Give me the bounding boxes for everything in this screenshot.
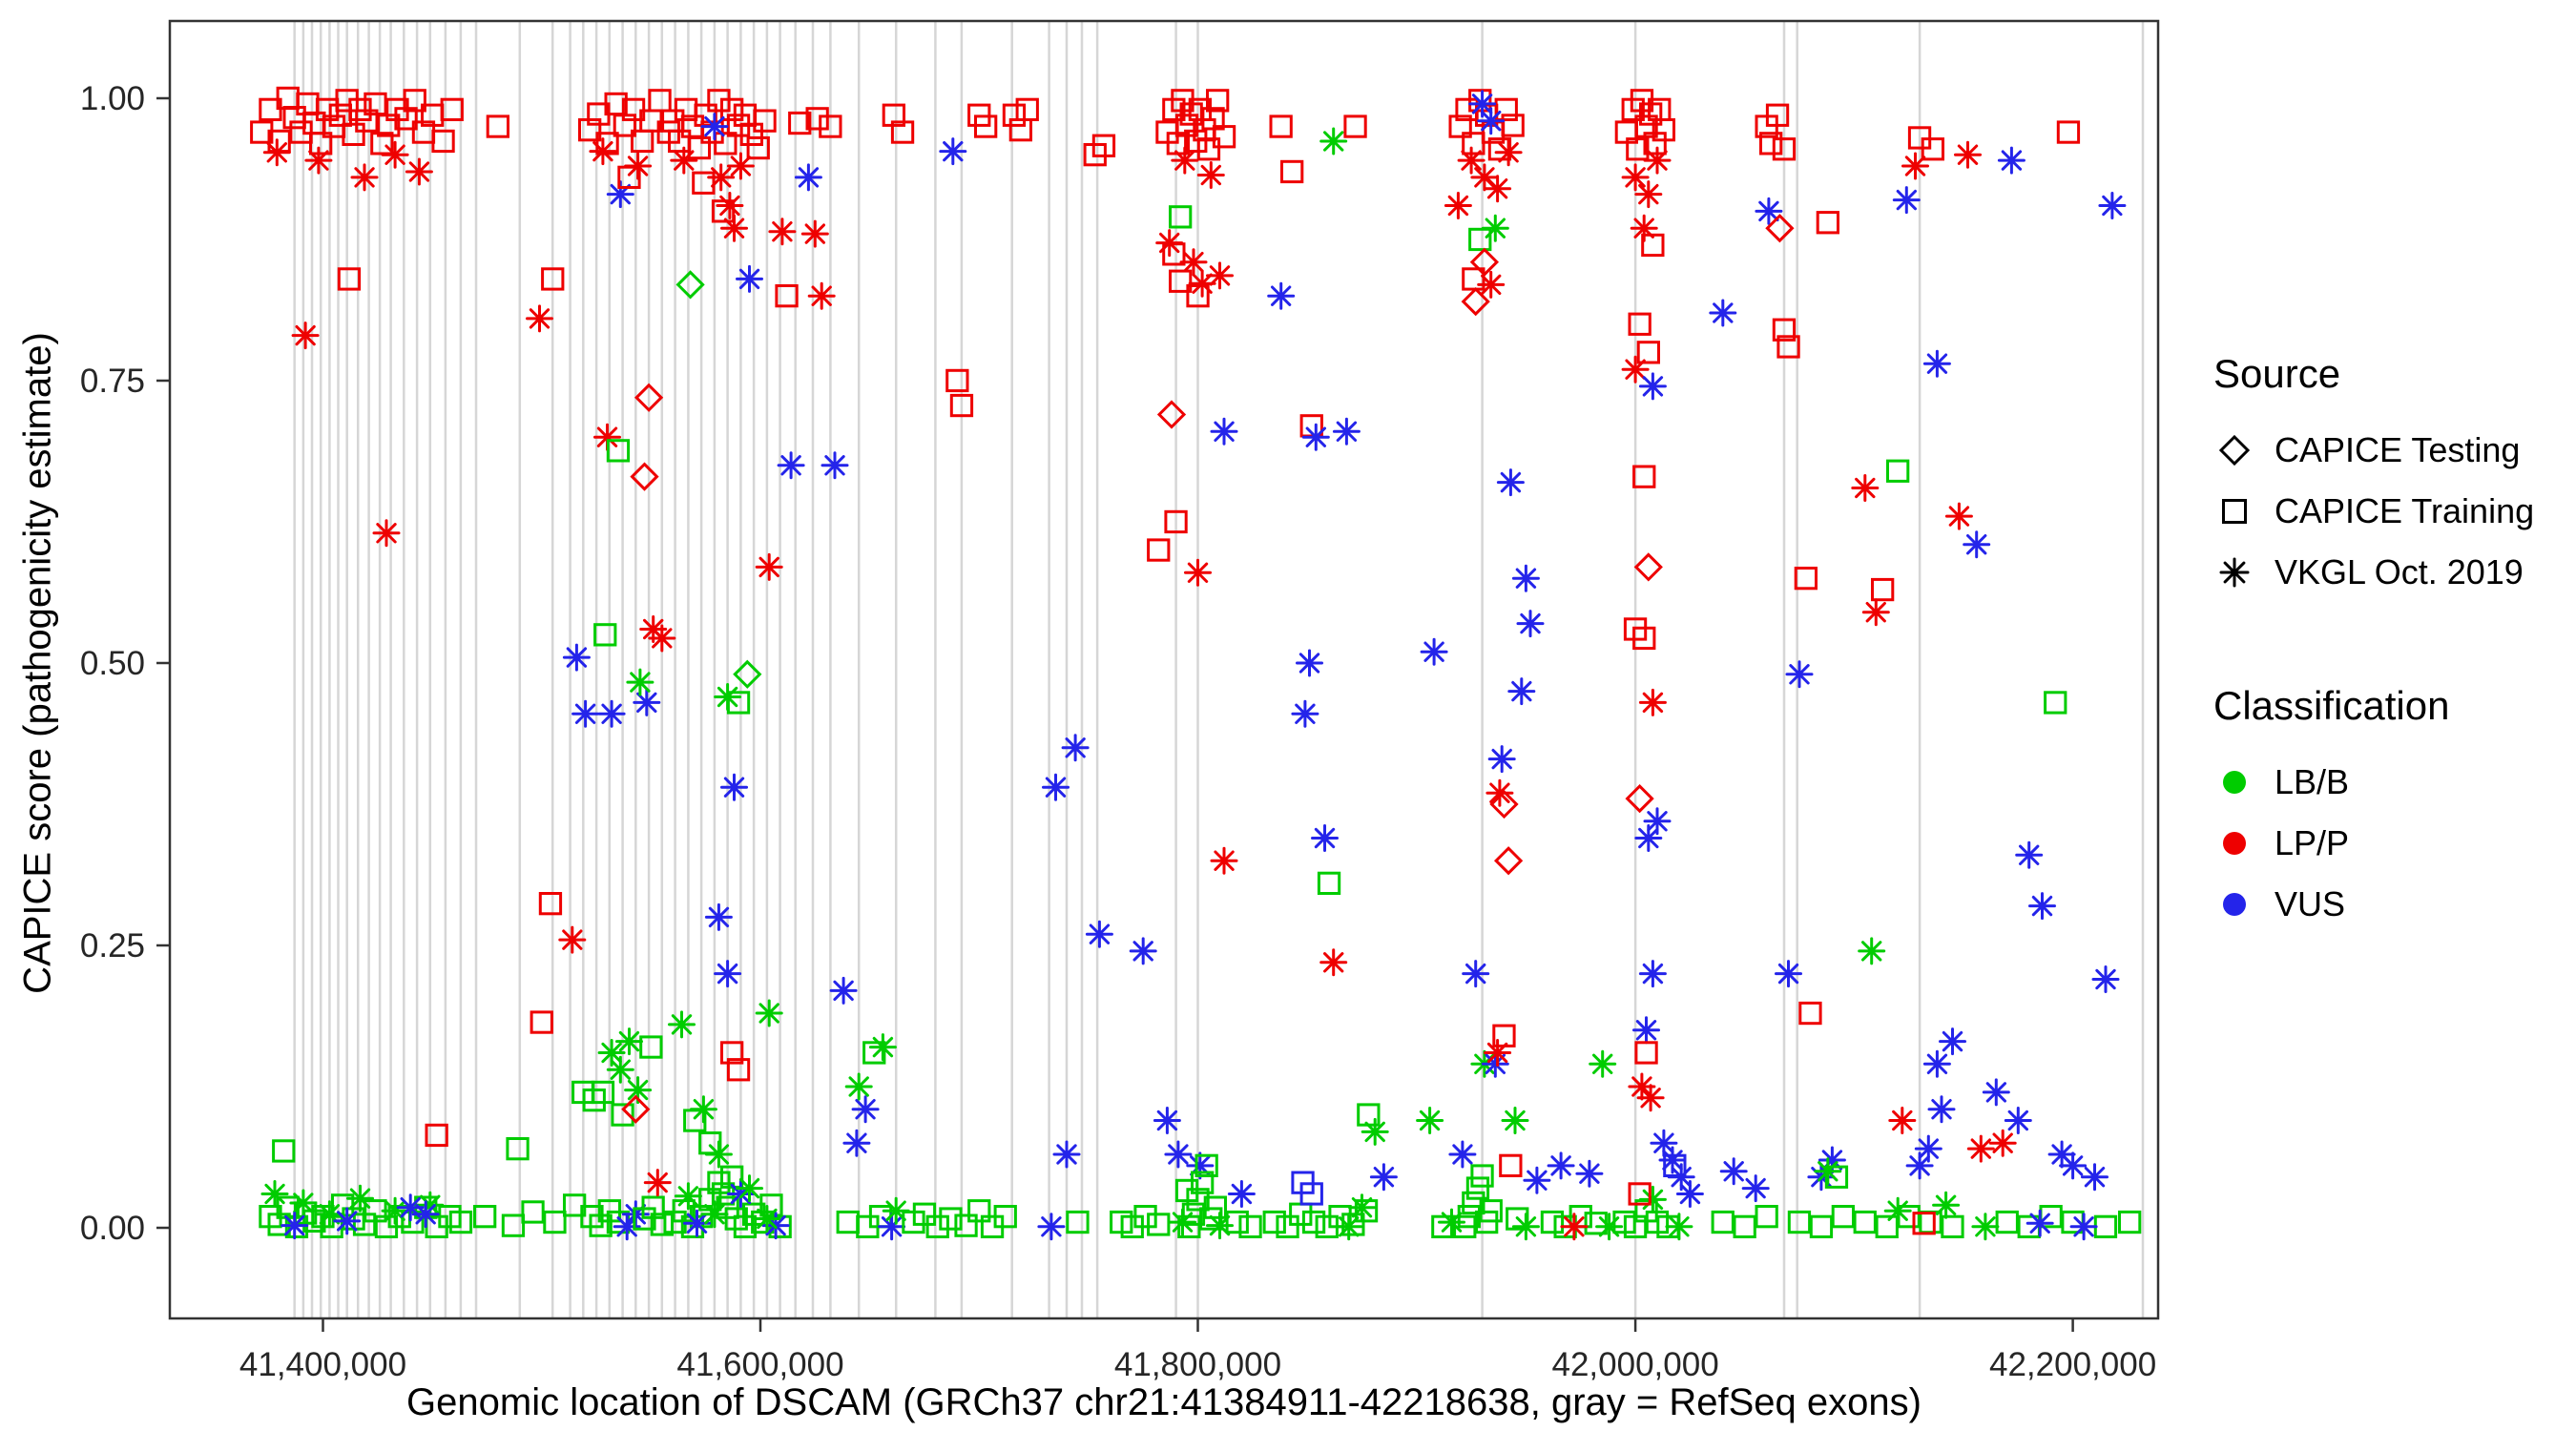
legend-item-vkgl: VKGL Oct. 2019 [2213, 542, 2566, 603]
legend-item-capice-testing: CAPICE Testing [2213, 420, 2566, 481]
legend: Source CAPICE Testing CAPICE Training VK… [2213, 351, 2566, 935]
legend-group-source: Source CAPICE Testing CAPICE Training VK… [2213, 351, 2566, 603]
svg-text:42,200,000: 42,200,000 [1989, 1346, 2156, 1383]
legend-label-vus: VUS [2275, 884, 2346, 923]
legend-classification-title: Classification [2213, 683, 2450, 728]
svg-text:41,400,000: 41,400,000 [239, 1346, 406, 1383]
svg-text:0.00: 0.00 [80, 1210, 145, 1247]
legend-label-lbb: LB/B [2275, 762, 2350, 801]
legend-item-capice-training: CAPICE Training [2213, 481, 2566, 542]
vus-color-dot-icon [2213, 883, 2255, 925]
legend-label-capice-testing: CAPICE Testing [2275, 430, 2521, 469]
legend-label-vkgl: VKGL Oct. 2019 [2275, 552, 2524, 591]
svg-text:0.50: 0.50 [80, 645, 145, 682]
svg-text:41,600,000: 41,600,000 [676, 1346, 843, 1383]
legend-item-lbb: LB/B [2213, 752, 2566, 813]
legend-item-vus: VUS [2213, 874, 2566, 935]
svg-text:0.75: 0.75 [80, 363, 145, 400]
svg-text:1.00: 1.00 [80, 80, 145, 117]
x-axis-title: Genomic location of DSCAM (GRCh37 chr21:… [406, 1381, 1922, 1423]
legend-source-title: Source [2213, 351, 2341, 396]
lpp-color-dot-icon [2213, 822, 2255, 864]
lbb-color-dot-icon [2213, 761, 2255, 803]
asterisk-icon [2213, 551, 2255, 593]
legend-label-capice-training: CAPICE Training [2275, 491, 2535, 530]
legend-item-lpp: LP/P [2213, 813, 2566, 874]
square-icon [2213, 490, 2255, 532]
svg-text:0.25: 0.25 [80, 927, 145, 964]
legend-label-lpp: LP/P [2275, 823, 2350, 862]
svg-text:42,000,000: 42,000,000 [1552, 1346, 1719, 1383]
y-axis-title: CAPICE score (pathogenicity estimate) [16, 332, 59, 994]
diamond-icon [2213, 429, 2255, 471]
svg-text:41,800,000: 41,800,000 [1114, 1346, 1281, 1383]
plot-svg: 41,400,000 41,600,000 41,800,000 42,000,000… [80, 19, 2160, 1383]
legend-group-classification: Classification LB/B LP/P VUS [2213, 683, 2566, 935]
